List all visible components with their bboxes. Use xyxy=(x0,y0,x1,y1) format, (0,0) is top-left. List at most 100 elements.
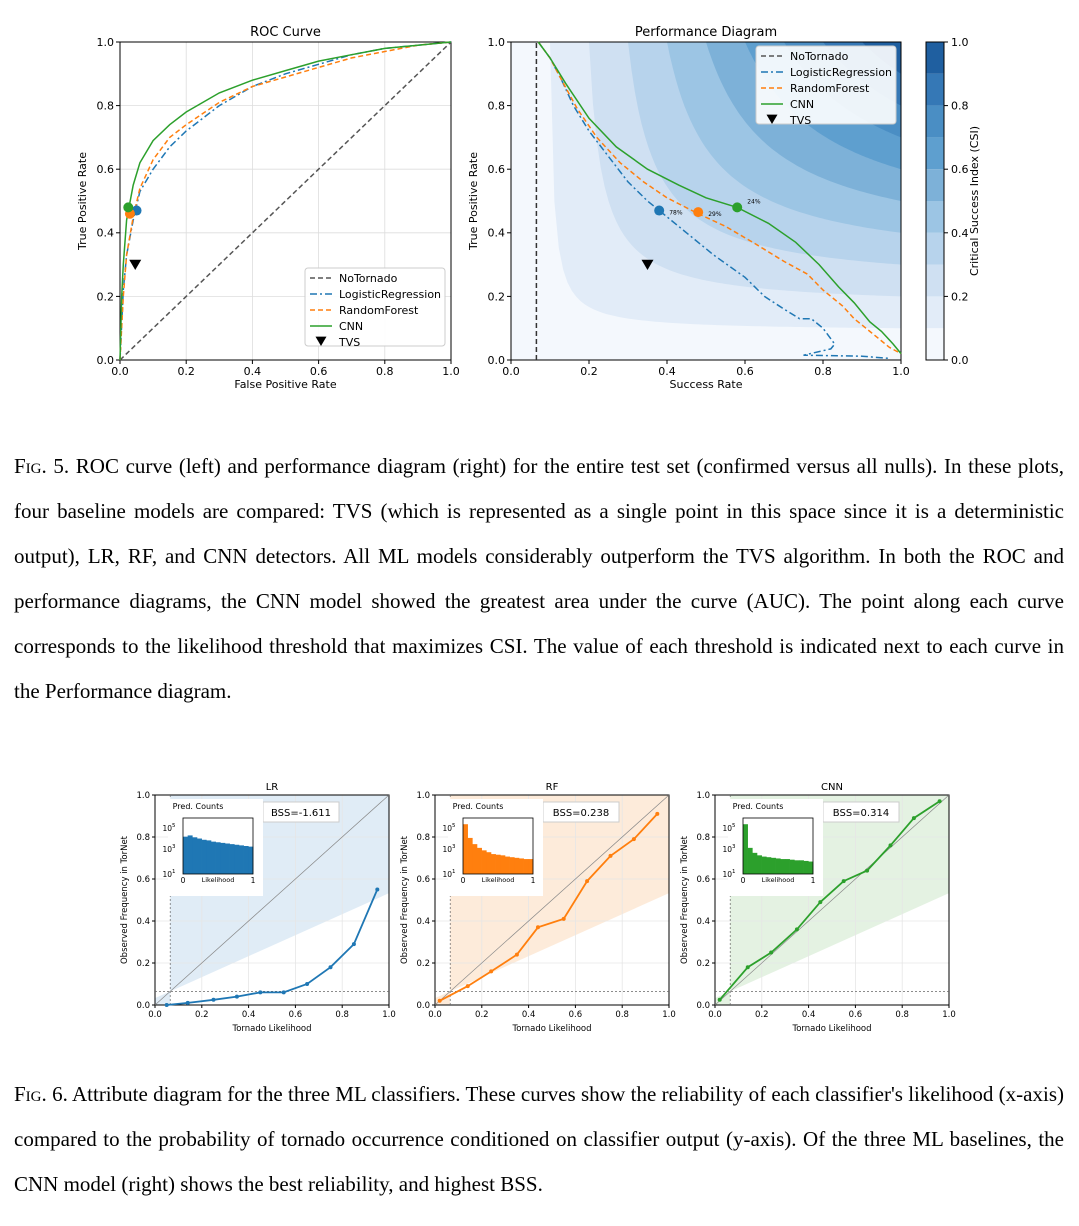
colorbar-segment xyxy=(926,296,944,329)
chart-title: ROC Curve xyxy=(250,25,321,40)
x-tick-label: 1.0 xyxy=(662,1010,676,1020)
y-tick-label: 0.4 xyxy=(416,917,430,927)
inset-bar xyxy=(752,852,758,874)
y-tick-label: 0.2 xyxy=(696,959,710,969)
inset-bar xyxy=(187,835,193,874)
y-axis-label: Observed Frequency in TorNet xyxy=(400,835,410,964)
inset-bar xyxy=(183,836,188,874)
inset-bar xyxy=(229,844,235,874)
inset-x-tick-label: 1 xyxy=(531,876,536,885)
inset-bar xyxy=(243,846,249,874)
y-tick-label: 0.4 xyxy=(488,227,506,240)
inset-bar xyxy=(192,837,198,874)
inset-frame xyxy=(742,817,814,875)
y-tick-label: 0.0 xyxy=(136,1001,150,1011)
y-tick-label: 0.2 xyxy=(488,290,506,303)
inset-y-tick-exp: 5 xyxy=(732,823,736,829)
legend-label: RandomForest xyxy=(790,82,870,95)
inset-x-label: Likelihood xyxy=(762,876,795,884)
y-tick-label: 0.6 xyxy=(97,163,115,176)
colorbar-segment xyxy=(926,42,944,74)
reliability-point xyxy=(437,998,442,1003)
x-axis-label: Tornado Likelihood xyxy=(511,1024,591,1034)
plot-frame xyxy=(434,794,670,1006)
x-tick-label: 0.4 xyxy=(658,365,676,378)
y-axis-label: True Positive Rate xyxy=(76,152,89,251)
fig6-caption: Fig. 6. Attribute diagram for the three … xyxy=(14,1072,1064,1207)
colorbar-frame xyxy=(925,41,945,361)
perf-series-LogisticRegression xyxy=(537,41,890,360)
y-tick-label: 0.0 xyxy=(696,1001,710,1011)
reliability-point xyxy=(535,925,540,930)
x-tick-label: 0.6 xyxy=(849,1010,863,1020)
legend-label: NoTornado xyxy=(339,272,398,285)
y-tick-label: 0.8 xyxy=(696,833,710,843)
roc-tvs-marker xyxy=(129,259,142,270)
fig5-caption-text: ROC curve (left) and performance diagram… xyxy=(14,454,1064,703)
legend-label: CNN xyxy=(339,320,363,333)
inset-y-tick-label: 10 xyxy=(162,824,172,833)
chart-title: Performance Diagram xyxy=(635,25,777,40)
x-tick-label: 0.2 xyxy=(580,365,598,378)
reliability-point xyxy=(561,916,566,921)
inset-bar xyxy=(477,847,482,874)
x-axis-label: Success Rate xyxy=(670,378,743,391)
y-tick-label: 1.0 xyxy=(488,36,506,49)
perf-series-RandomForest xyxy=(537,41,902,355)
y-tick-label: 0.6 xyxy=(696,875,710,885)
perf-threshold-point xyxy=(693,207,704,218)
inset-bar xyxy=(789,859,795,874)
inset-bar xyxy=(523,859,529,874)
colorbar-segment xyxy=(926,328,944,360)
x-tick-label: 1.0 xyxy=(942,1010,956,1020)
perf-threshold-label: 78% xyxy=(669,210,683,217)
y-tick-label: 0.8 xyxy=(136,833,150,843)
inset-bar xyxy=(220,842,226,874)
x-tick-label: 0.6 xyxy=(736,365,754,378)
inset-bar xyxy=(780,859,786,874)
y-axis-label: Observed Frequency in TorNet xyxy=(680,835,690,964)
x-axis-label: Tornado Likelihood xyxy=(231,1024,311,1034)
colorbar-tick-label: 0.0 xyxy=(951,354,969,367)
y-tick-label: 0.4 xyxy=(136,917,150,927)
plot-frame xyxy=(119,41,452,361)
x-tick-label: 0.2 xyxy=(177,365,195,378)
inset-bar xyxy=(761,856,767,874)
inset-x-tick-label: 0 xyxy=(181,876,186,885)
legend-label: RandomForest xyxy=(339,304,419,317)
inset-bar xyxy=(771,857,776,874)
reliability-point xyxy=(818,900,823,905)
perfect-reliability-line xyxy=(434,794,670,1006)
colorbar-label: Critical Success Index (CSI) xyxy=(968,126,981,276)
y-tick-label: 0.6 xyxy=(416,875,430,885)
roc-series-RandomForest xyxy=(119,41,452,361)
y-tick-label: 0.0 xyxy=(488,354,506,367)
reliability-point xyxy=(211,997,216,1002)
inset-bar xyxy=(467,837,473,874)
inset-y-tick-exp: 1 xyxy=(732,869,736,875)
perf-threshold-point xyxy=(732,202,743,213)
inset-bar xyxy=(747,847,753,874)
inset-y-tick-label: 10 xyxy=(442,870,452,879)
x-tick-label: 0.0 xyxy=(502,365,520,378)
x-tick-label: 0.4 xyxy=(242,1010,256,1020)
reliability-point xyxy=(841,879,846,884)
inset-x-label: Likelihood xyxy=(482,876,515,884)
inset-y-tick-label: 10 xyxy=(162,870,172,879)
roc-series-CNN xyxy=(119,41,452,361)
legend-label: TVS xyxy=(789,114,811,127)
inset-x-tick-label: 1 xyxy=(251,876,256,885)
colorbar-segment xyxy=(926,137,944,170)
reliability-point xyxy=(514,952,519,957)
fig6-caption-text: Attribute diagram for the three ML class… xyxy=(14,1082,1064,1196)
inset-y-tick-exp: 1 xyxy=(172,869,176,875)
x-tick-label: 0.8 xyxy=(615,1010,629,1020)
inset-bar xyxy=(472,844,478,874)
x-tick-label: 1.0 xyxy=(892,365,910,378)
reliability-point xyxy=(185,1000,190,1005)
plot-frame xyxy=(714,794,950,1006)
inset-bar xyxy=(514,857,520,874)
fig5-caption: Fig. 5. ROC curve (left) and performance… xyxy=(14,444,1064,714)
perf-threshold-label: 29% xyxy=(708,211,722,218)
x-tick-label: 0.0 xyxy=(428,1010,442,1020)
